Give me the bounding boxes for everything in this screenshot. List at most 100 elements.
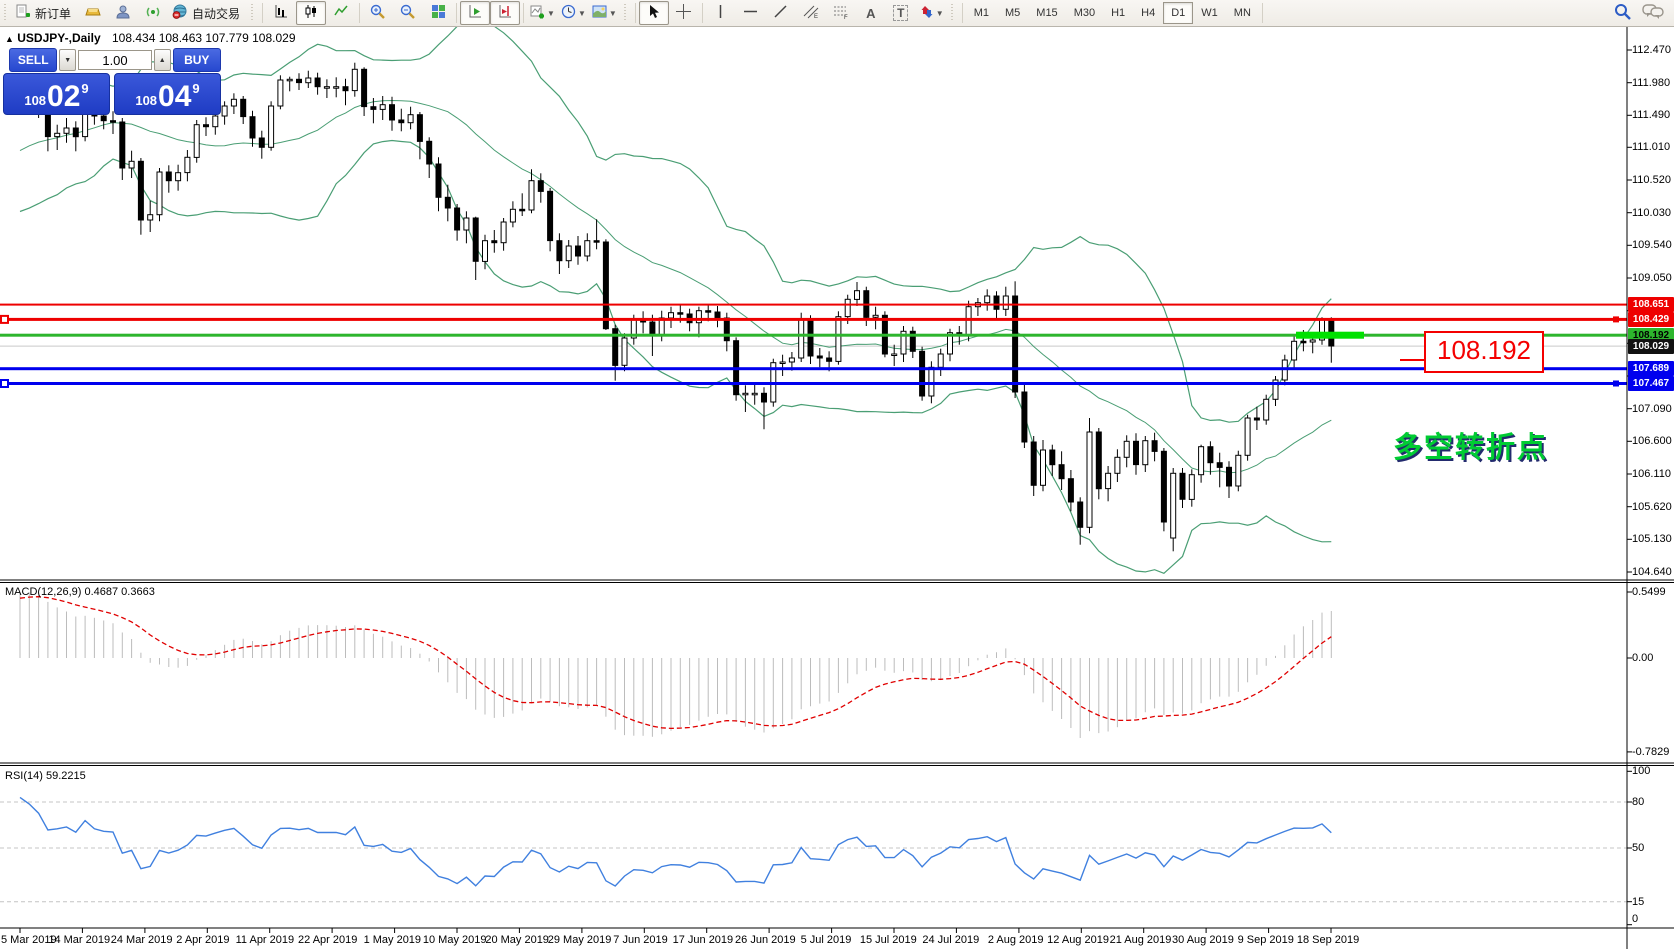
macd-axis-label: 0.00 [1632, 652, 1654, 664]
ohlc-label: 108.434 108.463 107.779 108.029 [111, 31, 296, 45]
chart-area[interactable]: ▲ USDJPY-,Daily 108.434 108.463 107.779 … [0, 26, 1674, 949]
add-indicator-button[interactable]: ▼ [527, 1, 558, 25]
sell-button[interactable]: SELL [9, 48, 58, 72]
tile-windows-button[interactable] [423, 1, 453, 25]
buy-price-sup: 9 [192, 81, 200, 96]
line-chart-icon [333, 4, 349, 22]
search-icon[interactable] [1614, 3, 1632, 23]
zoom-in-button[interactable] [363, 1, 393, 25]
volume-input[interactable] [78, 50, 152, 70]
buy-price-box[interactable]: 108 04 9 [114, 73, 221, 115]
price-axis-label: 106.600 [1632, 435, 1672, 448]
timeframe-mn[interactable]: MN [1233, 7, 1251, 19]
chat-icon[interactable] [1642, 3, 1664, 23]
rsi-label: RSI(14) 59.2215 [5, 770, 86, 782]
timeframe-m30[interactable]: M30 [1073, 7, 1096, 19]
separator [262, 3, 264, 23]
candlestick-chart-icon [304, 4, 319, 22]
channel-button[interactable]: E [796, 1, 826, 25]
signals-button[interactable] [108, 1, 138, 25]
template-button[interactable]: ▼ [589, 1, 620, 25]
timeframe-m1[interactable]: M1 [973, 7, 989, 19]
symbol-period-label: USDJPY-,Daily [17, 31, 101, 45]
dropdown-caret-icon: ▼ [608, 8, 617, 18]
zoom-out-icon [400, 4, 416, 22]
rsi-axis-label: 50 [1632, 842, 1645, 854]
arrows-button[interactable]: ▼ [916, 1, 947, 25]
toolbar: 新订单 自动交易 ▼ [0, 0, 1674, 27]
price-axis-label: 109.540 [1632, 239, 1672, 252]
price-tag: 108.651 [1628, 297, 1674, 313]
candlestick-chart-button[interactable] [296, 1, 327, 25]
horizontal-line-button[interactable] [736, 1, 766, 25]
price-label-leader-line [1400, 359, 1424, 361]
separator [634, 3, 636, 23]
rsi-axis-label: 0 [1632, 913, 1639, 925]
chart-shift-button[interactable] [490, 1, 521, 25]
price-tag: 107.689 [1628, 361, 1674, 377]
date-label: 20 May 2019 [485, 934, 549, 946]
date-label: 17 Jun 2019 [672, 934, 734, 946]
timeframe-d1[interactable]: D1 [1163, 2, 1194, 24]
level-line[interactable] [0, 333, 1627, 337]
annotation-text[interactable]: 多空转折点 [1393, 432, 1549, 464]
text-button[interactable]: A [856, 1, 886, 25]
date-label: 29 May 2019 [547, 934, 612, 946]
add-indicator-icon [530, 4, 545, 22]
period-button[interactable]: ▼ [558, 1, 589, 25]
market-icon [85, 5, 101, 22]
timeframe-m5[interactable]: M5 [1005, 7, 1021, 19]
signals-icon [115, 4, 131, 22]
timeframe-m15[interactable]: M15 [1036, 7, 1058, 19]
vertical-line-button[interactable] [706, 1, 736, 25]
zoom-out-button[interactable] [393, 1, 423, 25]
autoscroll-button[interactable] [460, 1, 491, 25]
news-button[interactable] [138, 1, 168, 25]
chart-shift-icon [498, 4, 513, 22]
level-line[interactable] [0, 303, 1627, 306]
date-label: 12 Aug 2019 [1047, 934, 1109, 946]
volume-decrease-button[interactable]: ▼ [59, 49, 76, 71]
date-label: 2 Aug 2019 [987, 934, 1044, 946]
bar-chart-button[interactable] [266, 1, 296, 25]
level-line[interactable] [0, 367, 1627, 371]
collapse-panel-icon[interactable]: ▲ [5, 34, 14, 44]
date-label: 26 Jun 2019 [735, 934, 796, 946]
volume-increase-button[interactable]: ▲ [154, 49, 171, 71]
timeframe-h1[interactable]: H1 [1111, 7, 1126, 19]
template-icon [592, 4, 607, 22]
date-label: 14 Mar 2019 [48, 934, 111, 946]
new-order-button[interactable]: 新订单 [12, 1, 78, 25]
date-label: 9 Sep 2019 [1237, 934, 1294, 946]
autotrading-button[interactable]: 自动交易 [168, 1, 247, 25]
new-order-icon [16, 4, 31, 22]
fibonacci-button[interactable]: F [826, 1, 856, 25]
text-label-button[interactable]: T [886, 1, 916, 25]
highlight-segment[interactable] [1296, 331, 1364, 339]
price-axis-label: 111.010 [1632, 141, 1671, 154]
line-chart-button[interactable] [326, 1, 356, 25]
level-line[interactable] [0, 382, 1627, 385]
trendline-button[interactable] [766, 1, 796, 25]
date-label: 22 Apr 2019 [298, 934, 358, 946]
sell-price-sup: 9 [81, 81, 89, 96]
buy-button[interactable]: BUY [172, 48, 221, 72]
date-label: 15 Jul 2019 [859, 934, 917, 946]
timeframe-w1[interactable]: W1 [1201, 7, 1218, 19]
price-axis-label: 105.130 [1632, 533, 1672, 546]
chart-title: ▲ USDJPY-,Daily 108.434 108.463 107.779 … [5, 31, 296, 45]
dropdown-caret-icon: ▼ [935, 8, 944, 18]
rsi-axis-label: 15 [1632, 895, 1645, 908]
clock-icon [561, 4, 576, 22]
macd-axis-label: -0.7829 [1632, 745, 1670, 758]
crosshair-button[interactable] [669, 1, 699, 25]
broadcast-icon [145, 4, 161, 22]
price-label-box[interactable]: 108.192 [1424, 331, 1544, 373]
timeframe-h4[interactable]: H4 [1141, 7, 1156, 19]
cursor-button[interactable] [638, 1, 669, 25]
sell-price-box[interactable]: 108 02 9 [3, 73, 110, 115]
new-order-label: 新订单 [35, 6, 72, 21]
price-tag: 108.029 [1628, 338, 1674, 354]
level-line[interactable] [0, 317, 1627, 321]
market-button[interactable] [78, 1, 108, 25]
